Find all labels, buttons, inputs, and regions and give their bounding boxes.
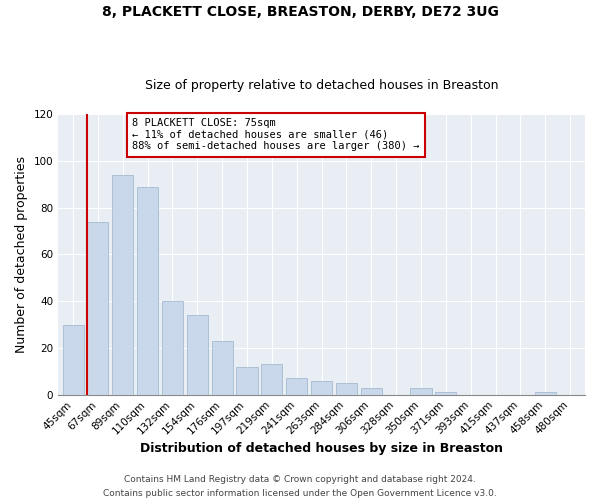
Bar — [336, 383, 357, 394]
Title: Size of property relative to detached houses in Breaston: Size of property relative to detached ho… — [145, 79, 499, 92]
Bar — [62, 324, 83, 394]
Text: 8 PLACKETT CLOSE: 75sqm
← 11% of detached houses are smaller (46)
88% of semi-de: 8 PLACKETT CLOSE: 75sqm ← 11% of detache… — [132, 118, 419, 152]
Bar — [286, 378, 307, 394]
Bar — [236, 366, 257, 394]
Text: 8, PLACKETT CLOSE, BREASTON, DERBY, DE72 3UG: 8, PLACKETT CLOSE, BREASTON, DERBY, DE72… — [101, 5, 499, 19]
Bar — [137, 186, 158, 394]
Bar — [311, 380, 332, 394]
Bar — [88, 222, 109, 394]
Bar — [112, 175, 133, 394]
Bar — [410, 388, 431, 394]
Text: Contains HM Land Registry data © Crown copyright and database right 2024.
Contai: Contains HM Land Registry data © Crown c… — [103, 476, 497, 498]
Bar — [361, 388, 382, 394]
X-axis label: Distribution of detached houses by size in Breaston: Distribution of detached houses by size … — [140, 442, 503, 455]
Bar — [535, 392, 556, 394]
Bar — [435, 392, 457, 394]
Bar — [187, 315, 208, 394]
Y-axis label: Number of detached properties: Number of detached properties — [15, 156, 28, 353]
Bar — [262, 364, 283, 394]
Bar — [162, 301, 183, 394]
Bar — [212, 341, 233, 394]
